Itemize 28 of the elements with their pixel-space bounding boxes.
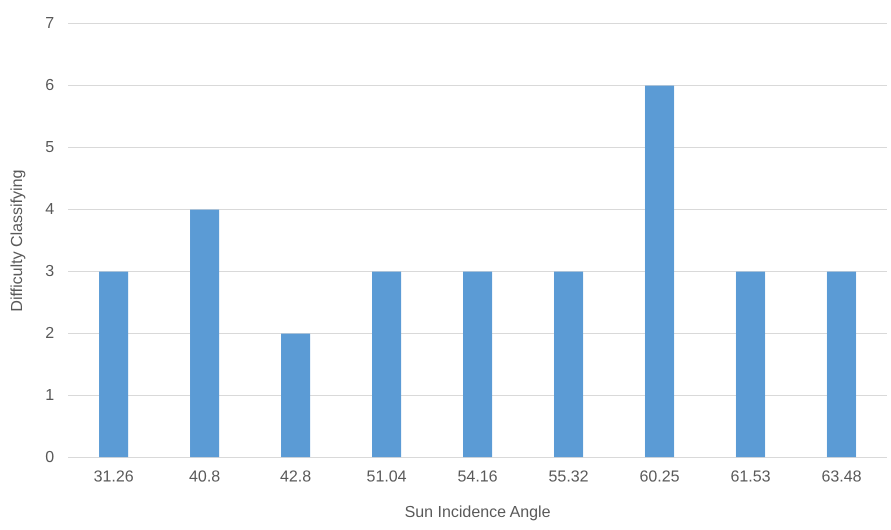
- bar: [190, 210, 220, 458]
- y-tick-label: 2: [45, 325, 54, 342]
- x-tick-label: 54.16: [458, 468, 498, 486]
- bar: [462, 272, 492, 458]
- y-tick-label: 4: [45, 201, 54, 218]
- x-axis-title: Sun Incidence Angle: [404, 504, 551, 521]
- y-axis-title: Difficulty Classifying: [9, 170, 26, 312]
- x-tick-label: 63.48: [821, 468, 862, 486]
- bar: [554, 272, 584, 458]
- y-tick-label: 3: [45, 263, 54, 280]
- x-tick-label: 31.26: [94, 468, 134, 486]
- y-tick-label: 6: [45, 77, 54, 94]
- bar: [281, 334, 310, 458]
- y-tick-label: 1: [45, 387, 54, 404]
- x-tick-label: 55.32: [548, 468, 589, 486]
- x-tick-label: 42.8: [280, 468, 312, 486]
- bar: [826, 272, 856, 458]
- x-tick-label: 61.53: [730, 468, 771, 486]
- bar: [372, 272, 402, 458]
- y-tick-label: 7: [45, 15, 54, 32]
- x-tick-label: 40.8: [189, 468, 220, 486]
- x-tick-label: 60.25: [640, 468, 680, 486]
- x-tick-label: 51.04: [366, 468, 407, 486]
- y-tick-label: 5: [45, 139, 54, 156]
- bar: [644, 86, 674, 458]
- bar: [99, 272, 128, 458]
- y-tick-label: 0: [45, 449, 54, 466]
- bar: [736, 272, 766, 458]
